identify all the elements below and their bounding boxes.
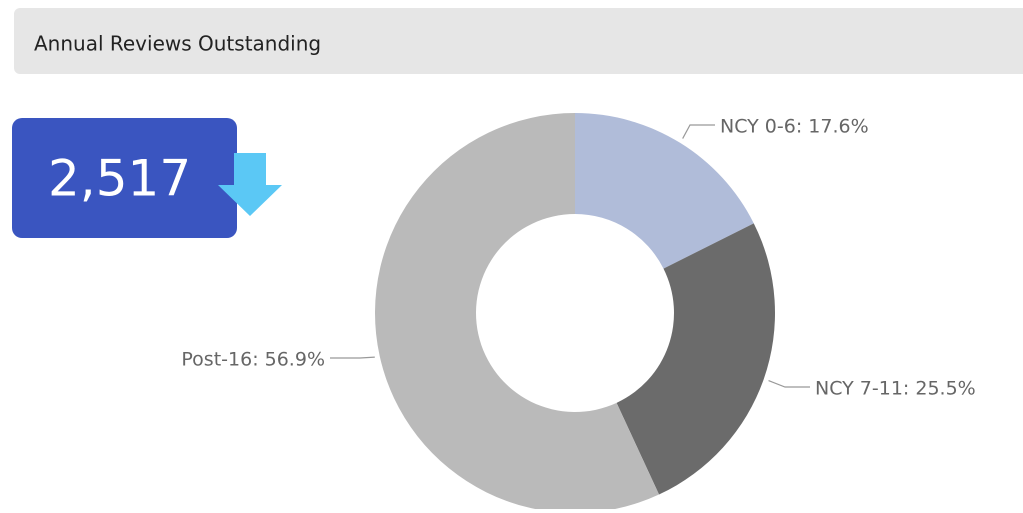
data-label: Post-16: 56.9%	[181, 349, 325, 371]
donut-slice	[374, 113, 660, 513]
donut-slice	[616, 223, 775, 495]
leader-line	[682, 124, 715, 139]
header-bar	[14, 8, 1023, 74]
donut-chart: NCY 0-6: 17.6% NCY 7-11: 25.5% Post-16: 56…	[181, 113, 976, 513]
donut-slice	[575, 113, 754, 269]
leader-line	[330, 356, 375, 359]
kpi-card	[12, 118, 237, 238]
leader-line	[768, 380, 810, 388]
header-title: Annual Reviews Outstanding	[34, 32, 321, 56]
down-arrow-icon	[218, 153, 282, 216]
data-label: NCY 0-6: 17.6%	[720, 116, 869, 138]
data-label: NCY 7-11: 25.5%	[815, 378, 976, 400]
kpi-value: 2,517	[48, 150, 191, 208]
